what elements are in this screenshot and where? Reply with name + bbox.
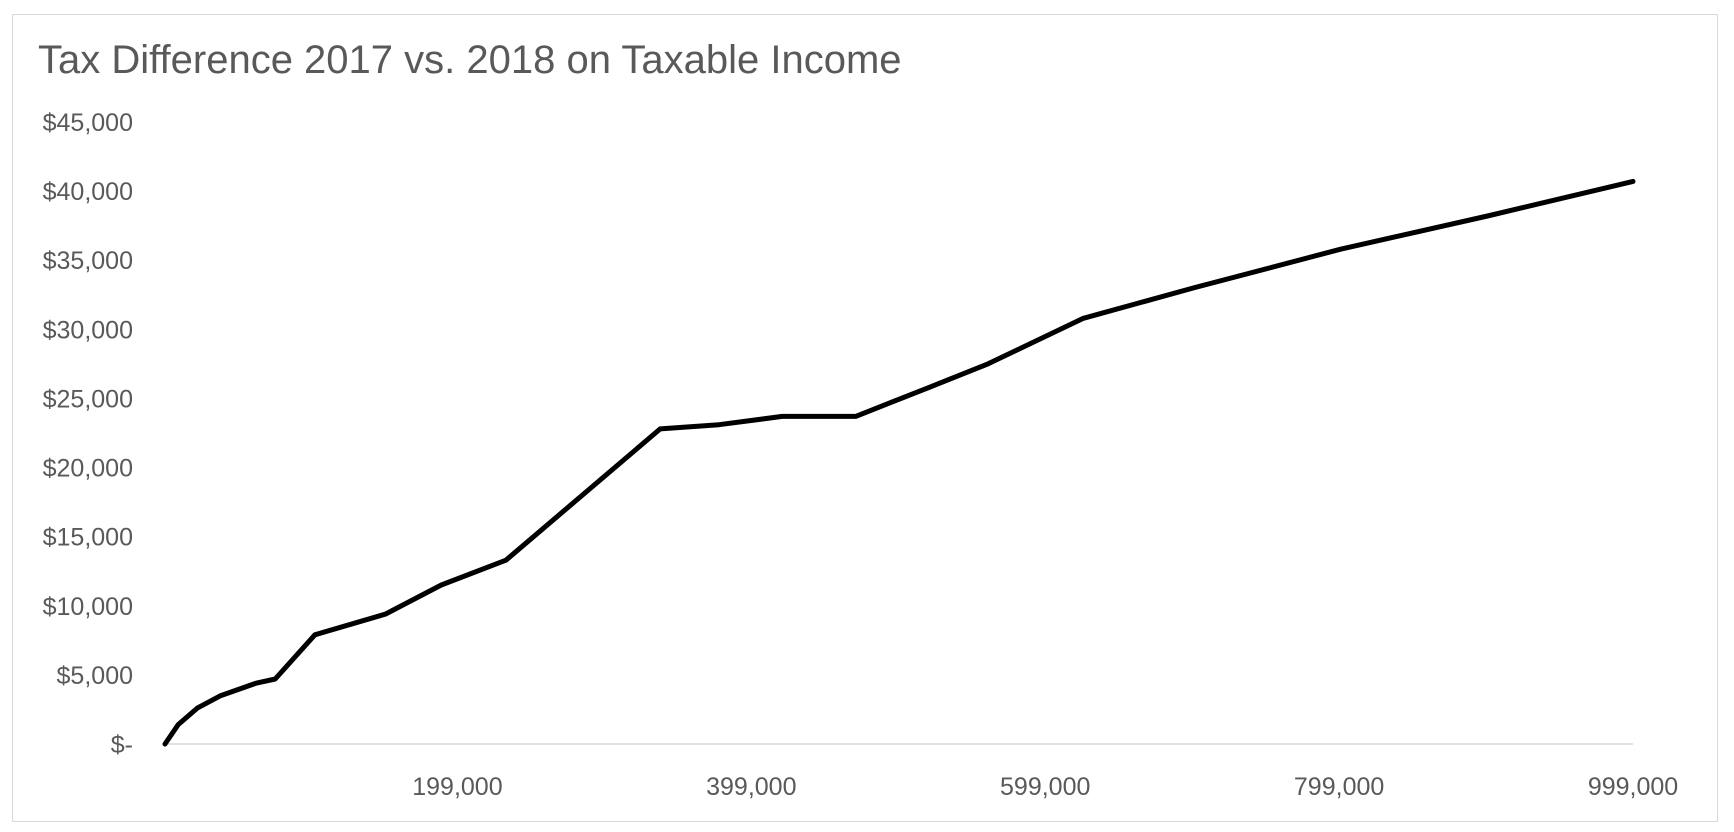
y-tick-label: $10,000 — [43, 593, 133, 621]
x-tick-label: 399,000 — [706, 773, 796, 801]
y-tick-label: $45,000 — [43, 109, 133, 137]
chart-title: Tax Difference 2017 vs. 2018 on Taxable … — [38, 38, 902, 82]
y-tick-label: $35,000 — [43, 247, 133, 275]
chart-frame — [12, 14, 1718, 822]
y-tick-label: $20,000 — [43, 455, 133, 483]
y-tick-label: $30,000 — [43, 316, 133, 344]
series-line — [162, 178, 1636, 747]
y-tick-label: $15,000 — [43, 524, 133, 552]
x-tick-label: 199,000 — [412, 773, 502, 801]
x-axis-tick-labels: 199,000 399,000 599,000 799,000 999,000 — [412, 773, 1678, 801]
series-layer — [162, 178, 1636, 747]
x-tick-label: 599,000 — [1000, 773, 1090, 801]
y-tick-label: $5,000 — [57, 662, 133, 690]
x-tick-label: 799,000 — [1294, 773, 1384, 801]
y-tick-label: $40,000 — [43, 178, 133, 206]
y-tick-label: $- — [111, 731, 133, 759]
y-tick-label: $25,000 — [43, 385, 133, 413]
x-tick-label: 999,000 — [1588, 773, 1678, 801]
y-axis-tick-labels: $- $5,000 $10,000 $15,000 $20,000 $25,000 $30,… — [43, 109, 133, 759]
